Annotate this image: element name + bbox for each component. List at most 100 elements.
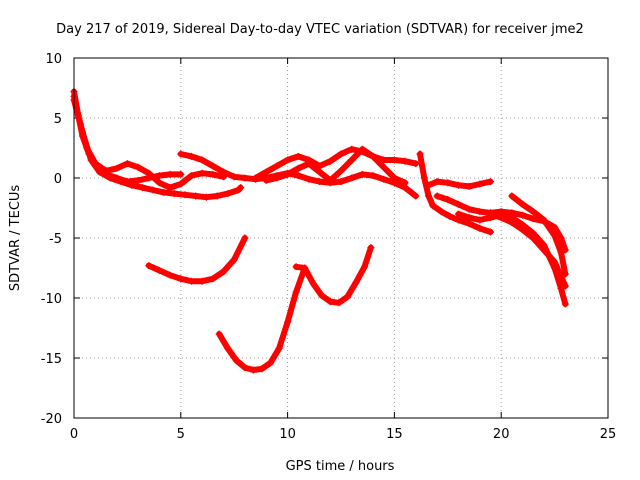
data-point-marker	[358, 170, 366, 178]
data-point-marker	[198, 156, 206, 164]
series-trace-6	[263, 146, 409, 186]
data-point-marker	[326, 298, 334, 306]
data-point-marker	[487, 178, 495, 186]
data-point-marker	[380, 163, 388, 171]
data-point-marker	[561, 282, 569, 290]
data-point-marker	[529, 208, 537, 216]
data-point-marker	[412, 160, 420, 168]
data-point-marker	[337, 150, 345, 158]
data-point-marker	[433, 178, 441, 186]
data-point-marker	[420, 174, 428, 182]
data-point-marker	[326, 176, 334, 184]
data-point-marker	[454, 200, 462, 208]
data-point-marker	[425, 192, 433, 200]
data-point-marker	[145, 169, 153, 177]
data-point-marker	[123, 160, 131, 168]
data-point-marker	[348, 145, 356, 153]
data-point-marker	[177, 150, 185, 158]
data-point-marker	[476, 208, 484, 216]
data-point-marker	[446, 212, 454, 220]
data-point-marker	[117, 178, 125, 186]
data-point-marker	[215, 330, 223, 338]
data-point-marker	[134, 176, 142, 184]
data-point-marker	[113, 164, 121, 172]
x-tick-label: 0	[70, 427, 78, 442]
series-trace-9	[293, 244, 374, 306]
x-tick-label: 5	[177, 427, 185, 442]
data-point-marker	[155, 266, 163, 274]
data-point-marker	[267, 359, 275, 367]
data-point-marker	[241, 364, 249, 372]
y-axis-label: SDTVAR / TECUs	[8, 185, 23, 292]
data-point-marker	[519, 226, 527, 234]
data-point-marker	[540, 246, 548, 254]
data-point-marker	[360, 263, 368, 271]
series-trace-1	[71, 88, 184, 185]
data-point-marker	[138, 184, 146, 192]
data-point-marker	[561, 300, 569, 308]
data-point-marker	[437, 208, 445, 216]
data-point-marker	[454, 216, 462, 224]
data-point-marker	[326, 157, 334, 165]
series-trace-12	[434, 193, 569, 253]
data-point-marker	[166, 271, 174, 279]
data-point-marker	[155, 179, 163, 187]
data-point-marker	[454, 210, 462, 218]
data-point-marker	[367, 244, 375, 252]
data-point-marker	[294, 172, 302, 180]
data-point-marker	[284, 170, 292, 178]
data-point-marker	[198, 169, 206, 177]
data-point-marker	[292, 263, 300, 271]
data-point-marker	[416, 150, 424, 158]
data-point-marker	[425, 181, 433, 189]
data-point-marker	[273, 162, 281, 170]
data-point-marker	[155, 172, 163, 180]
data-point-marker	[181, 191, 189, 199]
data-point-marker	[529, 234, 537, 242]
data-point-marker	[232, 356, 240, 364]
data-point-marker	[487, 210, 495, 218]
data-point-marker	[519, 211, 527, 219]
data-point-marker	[465, 182, 473, 190]
data-point-marker	[380, 175, 388, 183]
data-point-marker	[540, 216, 548, 224]
series-trace-8	[216, 265, 308, 373]
data-point-marker	[519, 200, 527, 208]
data-point-marker	[202, 193, 210, 201]
data-point-marker	[390, 174, 398, 182]
data-point-marker	[224, 190, 232, 198]
data-point-marker	[301, 264, 309, 272]
data-point-marker	[241, 234, 249, 242]
data-point-marker	[292, 288, 300, 296]
data-point-marker	[106, 174, 114, 182]
y-tick-label: -10	[41, 292, 62, 307]
data-point-marker	[309, 280, 317, 288]
data-point-marker	[213, 192, 221, 200]
data-point-marker	[401, 179, 409, 187]
data-point-marker	[508, 192, 516, 200]
data-point-marker	[465, 214, 473, 222]
data-point-marker	[337, 178, 345, 186]
data-point-marker	[380, 156, 388, 164]
data-point-marker	[390, 156, 398, 164]
data-point-marker	[343, 293, 351, 301]
data-point-marker	[170, 190, 178, 198]
data-point-marker	[305, 160, 313, 168]
data-point-marker	[220, 168, 228, 176]
y-tick-label: 0	[54, 172, 62, 187]
data-point-marker	[557, 272, 565, 280]
data-point-marker	[87, 156, 95, 164]
data-point-marker	[487, 228, 495, 236]
data-point-marker	[249, 366, 257, 374]
data-point-marker	[476, 216, 484, 224]
data-point-marker	[465, 205, 473, 213]
data-point-marker	[444, 196, 452, 204]
data-point-marker	[551, 258, 559, 266]
data-point-marker	[348, 174, 356, 182]
data-point-marker	[476, 180, 484, 188]
data-point-marker	[337, 167, 345, 175]
data-point-marker	[149, 186, 157, 194]
data-point-marker	[412, 192, 420, 200]
y-tick-label: 5	[54, 112, 62, 127]
